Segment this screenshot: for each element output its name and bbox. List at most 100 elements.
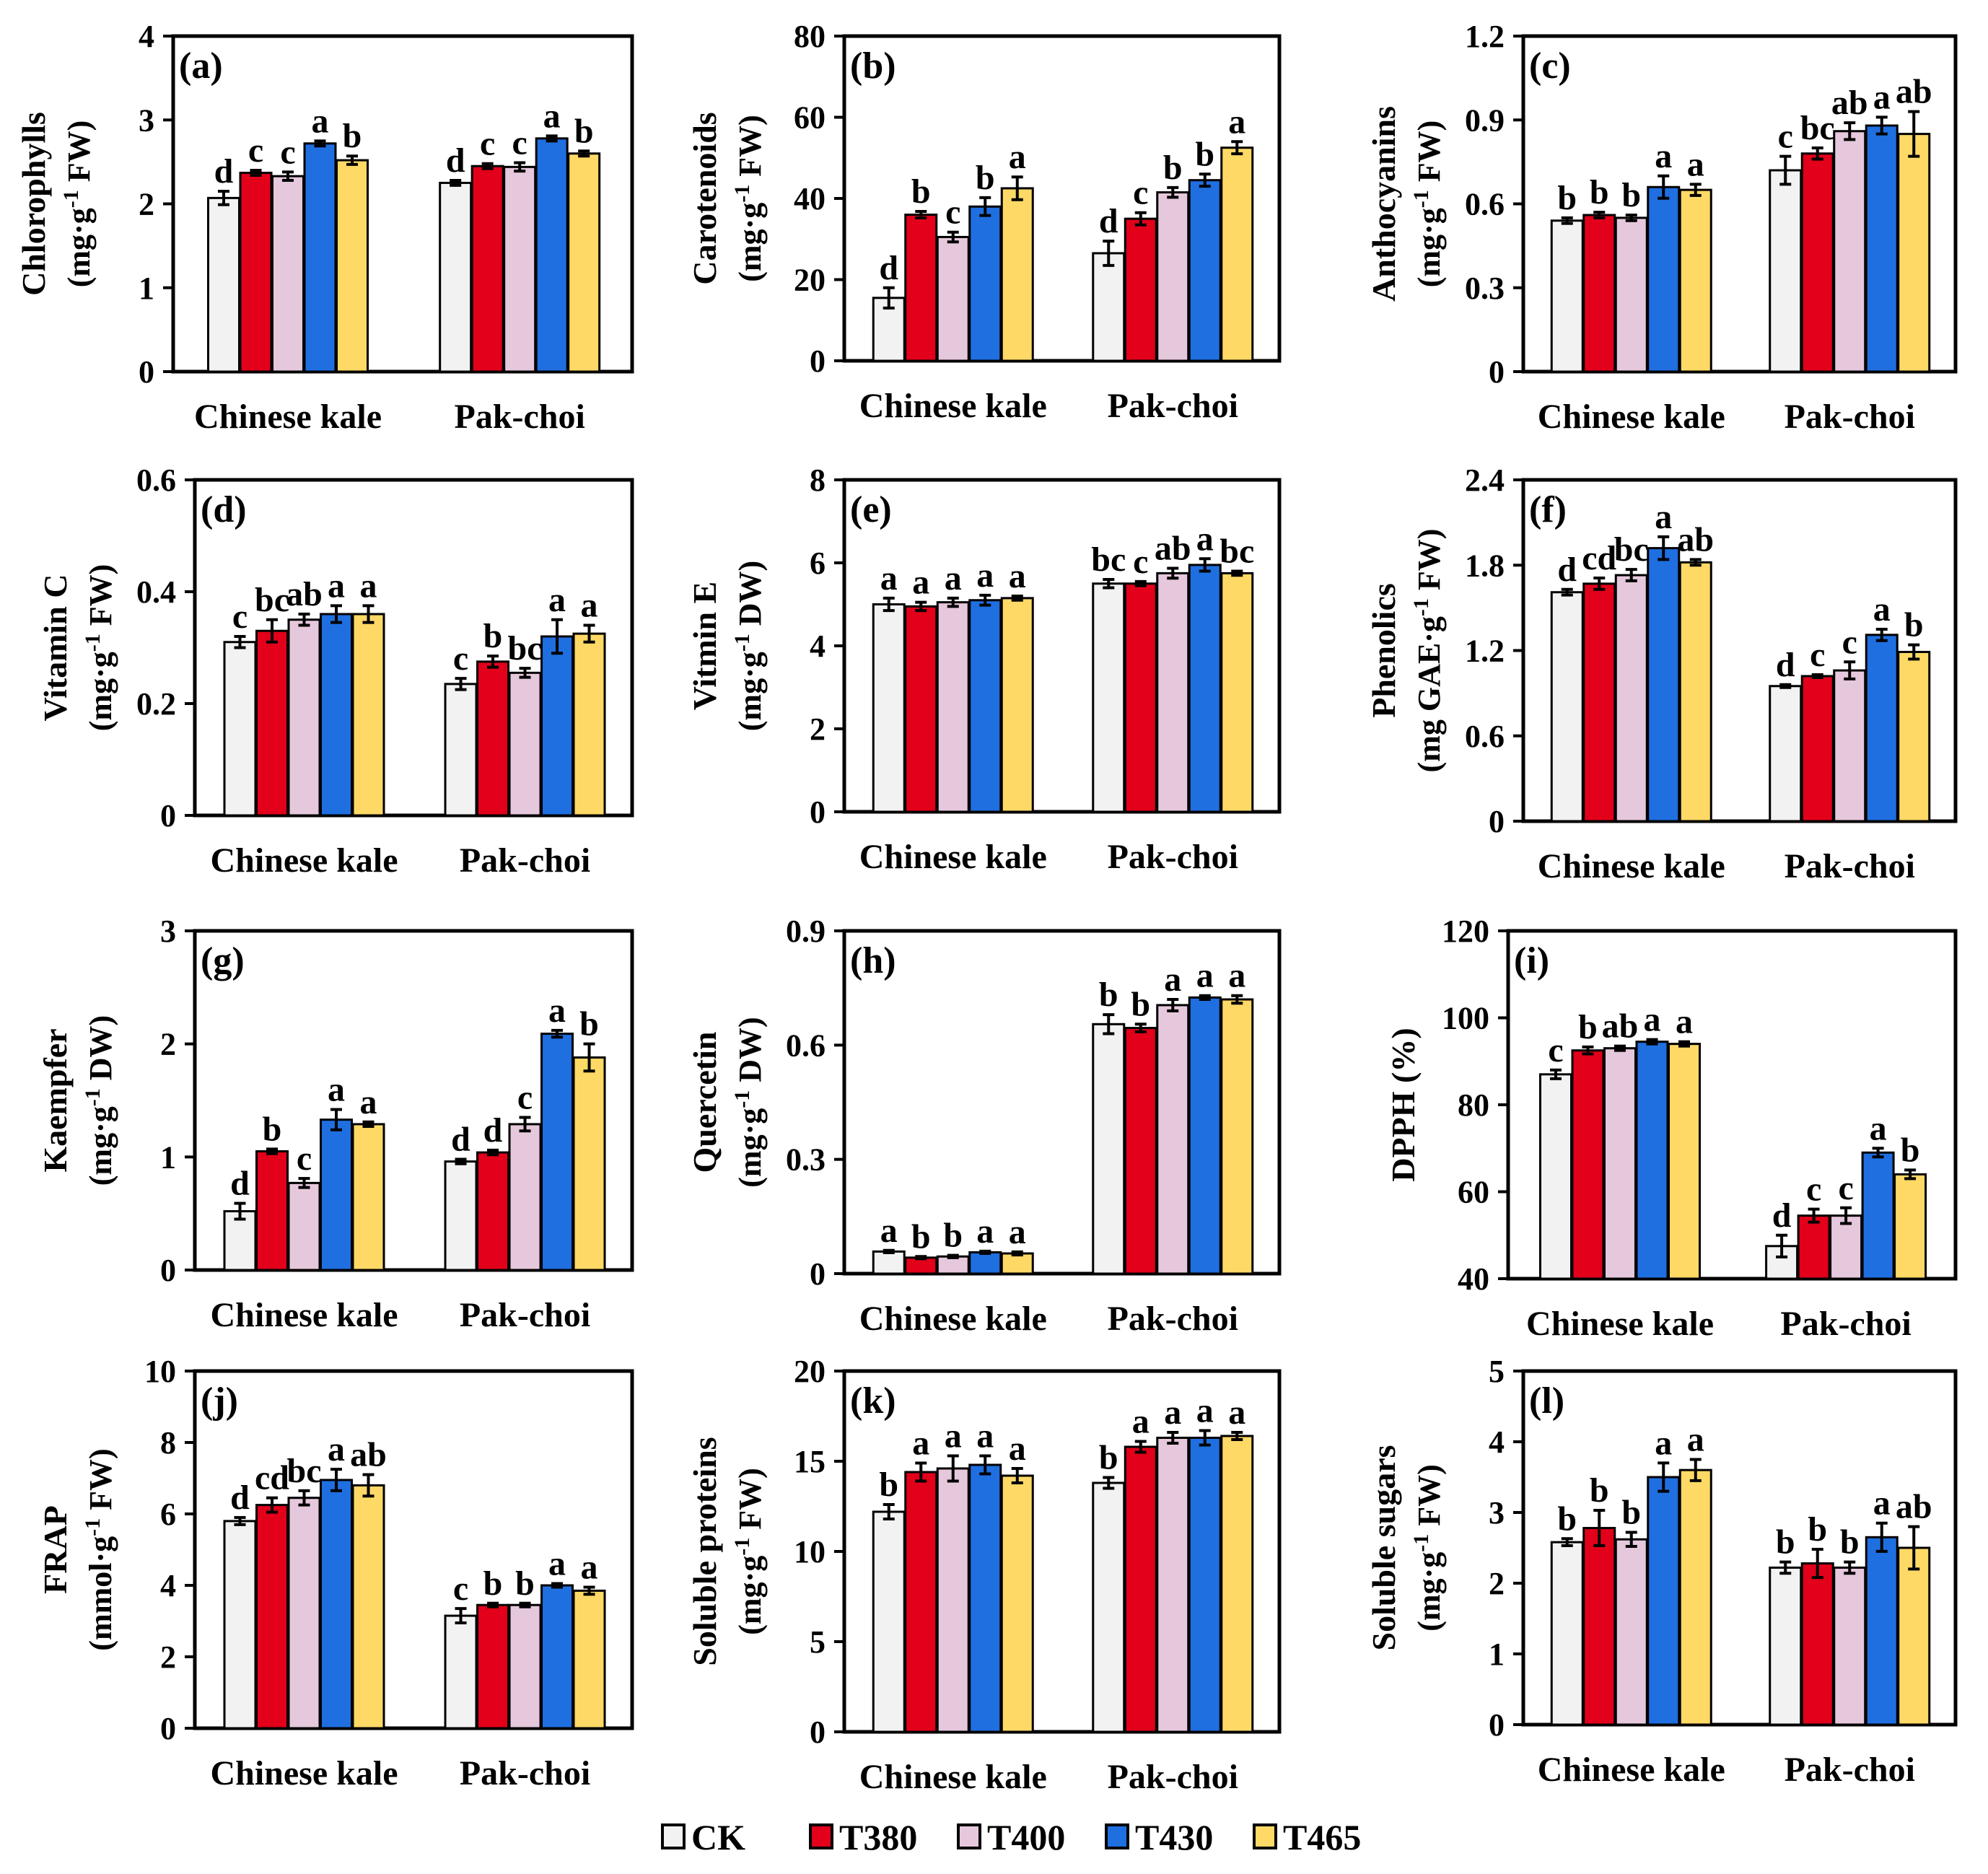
y-axis-unit-tail: FW) xyxy=(83,564,118,634)
bar-t380 xyxy=(1800,675,1834,823)
significance-letter: a xyxy=(1196,1392,1214,1430)
bar-t465 xyxy=(1678,188,1712,373)
y-axis-unit-main: (mg GAE·g xyxy=(1411,616,1447,772)
bar-t380 xyxy=(255,629,289,817)
x-category-label: Pak-choi xyxy=(460,1754,590,1792)
y-tick-label: 2 xyxy=(810,711,826,747)
bar-t430 xyxy=(320,1118,353,1271)
y-tick-label: 0 xyxy=(139,354,154,390)
significance-letter: a xyxy=(548,581,566,619)
significance-letter: b xyxy=(911,1217,931,1256)
legend: CK T380 T400 T430 T465 xyxy=(661,1817,1361,1857)
significance-letter: b xyxy=(1557,179,1577,217)
y-tick-label: 60 xyxy=(794,100,826,136)
y-tick-label: 0 xyxy=(160,798,176,833)
bar-ck xyxy=(444,683,478,817)
y-axis-unit-main: (mg·g xyxy=(732,203,768,282)
significance-letter: ab xyxy=(1677,520,1714,559)
y-axis-unit-main: (mg·g xyxy=(732,1108,768,1188)
y-axis-title: Anthocyanins xyxy=(1365,106,1402,302)
y-axis-unit-main: (mg·g xyxy=(732,1556,768,1635)
panel-label: (h) xyxy=(850,940,896,981)
y-axis-unit-superscript: -1 xyxy=(730,185,754,203)
y-tick-label: 1 xyxy=(139,271,154,306)
y-tick-label: 5 xyxy=(810,1624,826,1660)
significance-letter: b xyxy=(879,1466,898,1504)
panel-label: (f) xyxy=(1529,489,1567,530)
bar-t430 xyxy=(1647,1476,1681,1726)
y-tick-label: 20 xyxy=(794,1354,826,1389)
bar-t430 xyxy=(968,599,1002,813)
bar-t430 xyxy=(320,1479,353,1730)
x-category-label: Chinese kale xyxy=(210,841,398,880)
significance-letter: a xyxy=(945,559,962,597)
y-tick-label: 0 xyxy=(810,343,826,379)
legend-label-t380: T380 xyxy=(839,1817,917,1857)
significance-letter: a xyxy=(328,1071,345,1109)
bar-t380 xyxy=(904,1471,938,1733)
significance-letter: a xyxy=(1687,1421,1704,1459)
y-axis-unit-superscript: -1 xyxy=(1409,1534,1433,1552)
y-tick-label: 0.6 xyxy=(786,1028,826,1063)
bar-t400 xyxy=(936,1467,970,1733)
bar-t400 xyxy=(1614,1538,1648,1726)
significance-letter: b xyxy=(574,112,594,150)
y-axis-title: Carotenoids xyxy=(686,112,723,284)
y-tick-label: 4 xyxy=(810,629,826,664)
panel-label: (c) xyxy=(1529,45,1571,87)
significance-letter: c xyxy=(517,1079,533,1117)
significance-letter: d xyxy=(1099,202,1118,240)
bar-t380 xyxy=(1124,1445,1157,1733)
bar-t400 xyxy=(1833,1566,1867,1726)
y-tick-label: 2 xyxy=(1489,1566,1505,1601)
x-category-label: Chinese kale xyxy=(210,1296,398,1334)
bar-ck xyxy=(1550,1541,1584,1726)
bar-t465 xyxy=(1000,1252,1034,1275)
bar-ck xyxy=(1550,591,1584,823)
significance-letter: c xyxy=(297,1139,312,1178)
plot-frame xyxy=(193,1369,634,1730)
panel-label: (g) xyxy=(201,940,245,981)
significance-letter: a xyxy=(1644,1001,1661,1039)
bar-t465 xyxy=(572,632,606,817)
legend-label-ck: CK xyxy=(691,1817,745,1857)
y-axis-unit: (mg·g-1 DW) xyxy=(730,1017,768,1187)
significance-letter: a xyxy=(328,566,345,605)
bar-t400 xyxy=(503,165,537,373)
y-tick-label: 0 xyxy=(160,1253,176,1288)
y-tick-label: 0.9 xyxy=(786,914,826,949)
bar-t400 xyxy=(1156,1437,1190,1733)
significance-letter: a xyxy=(912,1424,929,1463)
y-tick-label: 0 xyxy=(1489,804,1505,839)
bar-ck xyxy=(223,641,257,817)
significance-letter: a xyxy=(1009,138,1026,176)
bar-t380 xyxy=(470,165,504,373)
bar-t430 xyxy=(1188,564,1222,813)
significance-letter: c xyxy=(1778,118,1793,156)
significance-letter: a xyxy=(1873,590,1891,629)
significance-letter: a xyxy=(1228,1393,1245,1432)
significance-letter: ab xyxy=(1831,84,1868,122)
y-axis-unit: (mg·g-1 DW) xyxy=(81,1015,118,1186)
significance-letter: b xyxy=(911,172,931,211)
y-axis-title: Quercetin xyxy=(686,1032,723,1173)
x-category-label: Pak-choi xyxy=(460,841,590,880)
legend-label-t400: T400 xyxy=(987,1817,1065,1857)
bar-t380 xyxy=(476,1603,510,1730)
y-tick-label: 0 xyxy=(1489,1707,1505,1743)
plot-frame xyxy=(193,929,634,1272)
bar-t465 xyxy=(572,1056,606,1271)
significance-letter: a xyxy=(328,1430,345,1468)
significance-letter: b xyxy=(1840,1523,1860,1562)
significance-letter: d xyxy=(230,1479,250,1517)
x-category-label: Chinese kale xyxy=(194,398,382,436)
bar-t400 xyxy=(508,1603,542,1730)
plot-frame xyxy=(1521,1369,1958,1727)
y-axis-unit-superscript: -1 xyxy=(81,1088,105,1106)
significance-letter: bc xyxy=(1800,109,1835,147)
y-axis-unit-superscript: -1 xyxy=(730,1538,754,1556)
significance-letter: bc xyxy=(508,629,543,667)
bar-t465 xyxy=(1678,561,1712,823)
